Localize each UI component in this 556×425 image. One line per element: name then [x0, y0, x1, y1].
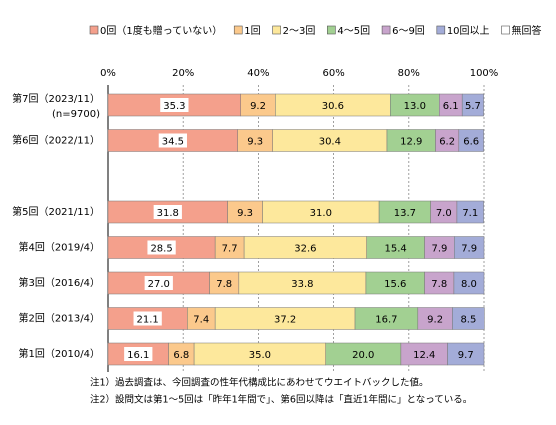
x-tick-label: 60% — [322, 68, 344, 79]
x-tick-label: 40% — [247, 68, 269, 79]
x-tick-label: 20% — [172, 68, 194, 79]
note: 注1）過去調査は、今回調査の性年代構成比にあわせてウエイトバックした値。 — [90, 377, 429, 389]
value-label: 35.3 — [163, 101, 185, 112]
legend-label: 4～5回 — [337, 25, 370, 37]
legend-label: 10回以上 — [447, 25, 490, 37]
legend-swatch — [501, 25, 510, 35]
value-label: 12.4 — [413, 350, 435, 361]
value-label: 7.7 — [222, 244, 238, 255]
y-tick-label: 第3回（2016/4） — [18, 276, 100, 289]
bar-segment — [453, 271, 485, 295]
value-label-bg — [160, 98, 189, 112]
bar-segment — [452, 307, 485, 330]
legend-swatch — [89, 25, 99, 35]
value-label: 6.6 — [463, 137, 479, 148]
value-label: 7.1 — [462, 208, 478, 219]
value-label: 7.8 — [216, 279, 232, 290]
value-label: 37.2 — [274, 315, 296, 326]
value-label: 7.9 — [461, 244, 477, 255]
value-label: 15.4 — [385, 244, 407, 255]
value-label-bg — [124, 347, 153, 361]
value-label: 32.6 — [294, 244, 316, 255]
value-label: 30.4 — [319, 137, 341, 148]
x-tick-label: 0% — [100, 68, 116, 79]
value-label: 6.8 — [173, 350, 189, 361]
y-tick-label: 第7回（2023/11） — [12, 92, 100, 105]
value-label: 13.7 — [394, 208, 416, 219]
value-label-bg — [133, 311, 162, 326]
legend-swatch — [272, 25, 281, 35]
legend-swatch — [233, 25, 243, 35]
value-label: 6.1 — [443, 101, 459, 112]
value-label: 13.0 — [404, 101, 426, 112]
value-label: 7.8 — [431, 279, 447, 290]
bar-segment — [447, 342, 485, 366]
value-label: 34.5 — [162, 137, 184, 148]
value-label: 8.5 — [460, 315, 476, 326]
value-label: 9.2 — [250, 101, 266, 112]
legend-swatch — [381, 25, 391, 35]
value-label: 9.3 — [247, 137, 263, 148]
value-label: 15.6 — [384, 279, 406, 290]
value-label-bg — [153, 205, 182, 219]
value-label-bg — [144, 276, 173, 290]
value-label: 21.1 — [137, 315, 159, 326]
legend-label: 6～9回 — [392, 25, 425, 37]
x-tick-label: 100% — [470, 68, 499, 79]
legend-swatch — [327, 25, 336, 35]
value-label: 5.7 — [465, 101, 481, 112]
value-label: 7.4 — [193, 315, 209, 326]
legend-label: 0回（1度も贈っていない） — [100, 24, 222, 37]
y-tick-note: (n=9700) — [52, 109, 100, 120]
value-label: 20.0 — [352, 350, 374, 361]
value-label: 16.1 — [127, 350, 149, 361]
value-label: 6.2 — [439, 137, 455, 148]
value-label: 12.9 — [400, 137, 422, 148]
value-label: 16.7 — [375, 315, 397, 326]
value-label-bg — [147, 240, 176, 255]
value-label: 7.9 — [431, 244, 447, 255]
value-label: 30.6 — [322, 101, 344, 112]
legend-swatch — [436, 25, 446, 35]
y-tick-label: 第4回（2019/4） — [18, 241, 100, 254]
note: 注2）設問文は第1～5回は「昨年1年間で」、第6回以降は「直近1年間に」となって… — [90, 394, 472, 406]
bar-segment — [454, 236, 485, 259]
value-label: 8.0 — [461, 279, 477, 290]
value-label: 28.5 — [150, 244, 172, 255]
bar-segment — [458, 129, 484, 152]
value-label-bg — [158, 133, 187, 148]
value-label: 9.7 — [458, 350, 474, 361]
value-label: 31.8 — [157, 208, 179, 219]
value-label: 7.0 — [436, 208, 452, 219]
bar-segment — [461, 93, 484, 117]
legend-label: 1回 — [244, 25, 260, 37]
bar-segment — [456, 200, 484, 224]
value-label: 35.0 — [249, 350, 271, 361]
value-label: 9.3 — [237, 208, 253, 219]
y-tick-label: 第5回（2021/11） — [12, 205, 100, 218]
x-tick-label: 80% — [398, 68, 420, 79]
y-tick-label: 第2回（2013/4） — [18, 312, 100, 325]
value-label: 9.2 — [427, 315, 443, 326]
y-tick-label: 第6回（2022/11） — [12, 134, 100, 147]
legend-label: 2～3回 — [283, 25, 316, 37]
legend-label: 無回答 — [512, 24, 542, 37]
value-label: 27.0 — [148, 279, 170, 290]
value-label: 33.8 — [291, 279, 313, 290]
y-tick-label: 第1回（2010/4） — [18, 347, 100, 360]
value-label: 31.0 — [310, 208, 332, 219]
